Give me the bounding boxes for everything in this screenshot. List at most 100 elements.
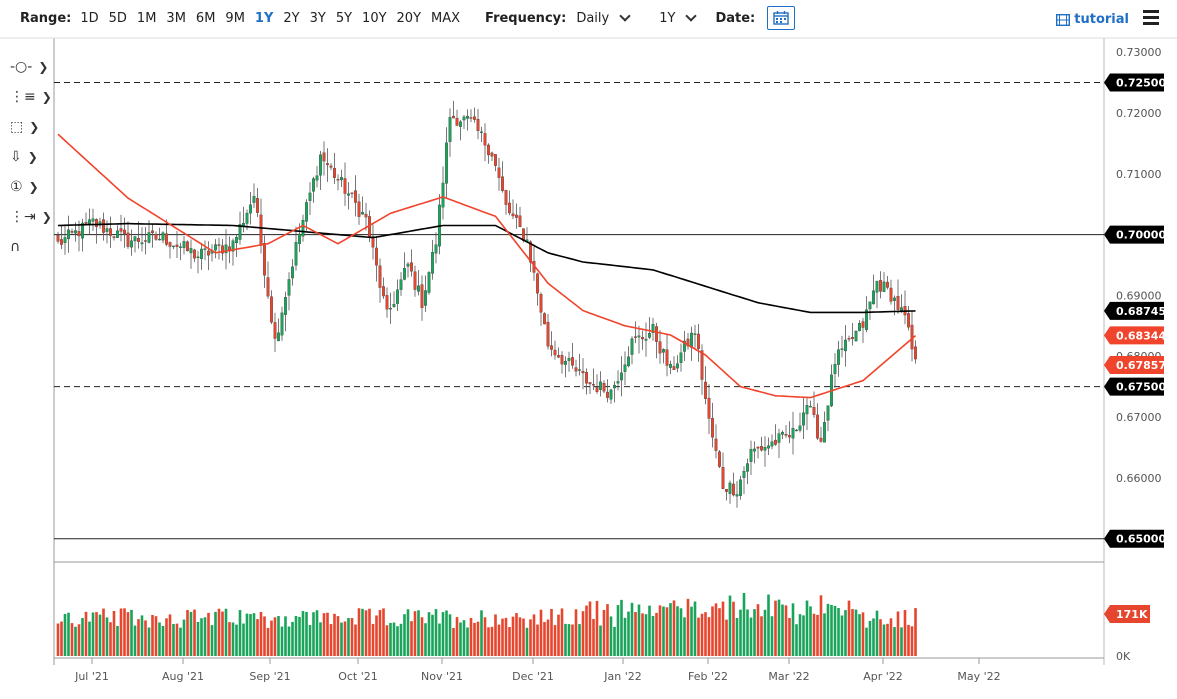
range-button-9m[interactable]: 9M (225, 10, 245, 26)
volume-bar (448, 614, 452, 656)
candle-body (112, 236, 116, 238)
range-button-1m[interactable]: 1M (136, 10, 157, 26)
candle-body (630, 338, 634, 355)
candle-body (161, 232, 165, 241)
candle-body (616, 381, 620, 384)
volume-bar (375, 615, 378, 656)
period-dropdown[interactable]: 1Y (659, 10, 698, 26)
candle (697, 323, 700, 362)
annotation-tool-button[interactable]: ① ❯ (10, 172, 50, 202)
shape-tool-button[interactable]: ⬚ ❯ (10, 112, 50, 142)
volume-bar (284, 616, 287, 656)
volume-bar (151, 614, 154, 656)
candle (151, 223, 154, 248)
tutorial-link[interactable]: tutorial (1056, 12, 1129, 27)
price-tag-label: 0.65000 (1116, 533, 1166, 546)
range-button-10y[interactable]: 10Y (362, 10, 387, 26)
candle-body (767, 445, 770, 449)
candle (483, 123, 487, 162)
magnet-icon: ∩ (10, 239, 21, 255)
volume-zero-label: 0K (1116, 650, 1131, 663)
candle-body (858, 323, 861, 332)
range-button-max[interactable]: MAX (431, 10, 461, 26)
magnet-tool-button[interactable]: ∩ (10, 232, 50, 262)
range-button-2y[interactable]: 2Y (283, 10, 300, 26)
hamburger-menu-icon[interactable] (1143, 10, 1159, 28)
candle (221, 238, 224, 261)
candle-body (550, 345, 553, 350)
volume-bar (291, 621, 294, 656)
range-button-5y[interactable]: 5Y (335, 10, 353, 26)
arrow-tool-button[interactable]: ⇩ ❯ (10, 142, 50, 172)
volume-bar (91, 612, 95, 656)
candle-body (98, 221, 102, 226)
candle-body (217, 244, 221, 246)
x-tick-label: May '22 (957, 670, 1000, 683)
volume-bar (609, 616, 613, 656)
price-tag-label: 0.67857 (1116, 359, 1166, 372)
candle-body (473, 116, 476, 120)
candle (336, 174, 340, 191)
volume-bar (676, 606, 679, 656)
candle (560, 351, 564, 374)
volume-bar (900, 627, 903, 656)
candle-body (840, 348, 844, 350)
volume-bar (837, 608, 840, 656)
candle-body (172, 245, 175, 248)
volume-bar (270, 620, 273, 656)
range-button-3m[interactable]: 3M (166, 10, 186, 26)
candle (858, 320, 861, 332)
candle-body (588, 382, 592, 385)
calendar-button[interactable] (767, 6, 796, 30)
volume-bar (329, 624, 333, 656)
candle (441, 166, 445, 220)
fib-tool-button[interactable]: ⋮≡ ❯ (10, 82, 52, 112)
candle (455, 109, 459, 127)
line-tool-button[interactable]: -○- ❯ (10, 52, 50, 82)
range-button-1d[interactable]: 1D (80, 10, 99, 26)
volume-bar (371, 623, 375, 656)
candle-body (886, 281, 889, 288)
ma200-line (57, 222, 916, 314)
range-button-3y[interactable]: 3Y (309, 10, 326, 26)
frequency-dropdown[interactable]: Daily (576, 10, 631, 26)
candle-body (284, 297, 287, 315)
range-button-6m[interactable]: 6M (195, 10, 216, 26)
candle-body (340, 177, 343, 181)
candle-body (469, 117, 473, 119)
volume-bar (735, 617, 739, 656)
number-circle-icon: ① (10, 179, 23, 195)
candle-body (802, 412, 805, 426)
volume-bar (459, 622, 462, 656)
candle (494, 154, 497, 172)
candle-body (581, 371, 585, 374)
arrow-down-icon: ⇩ (10, 149, 22, 165)
candle (256, 188, 259, 218)
range-button-20y[interactable]: 20Y (396, 10, 422, 26)
volume-bar (123, 608, 126, 656)
candle (466, 109, 469, 131)
candle (879, 271, 882, 299)
candle-body (854, 331, 858, 342)
range-button-5d[interactable]: 5D (108, 10, 127, 26)
candle (564, 356, 567, 378)
volume-bar (147, 627, 151, 656)
volume-bar (840, 615, 844, 656)
volume-bar (732, 601, 735, 656)
candle (266, 261, 270, 299)
candle (819, 426, 823, 443)
candle-body (336, 178, 340, 181)
volume-bar (378, 610, 382, 656)
candle-body (704, 381, 707, 399)
candle-body (609, 389, 613, 400)
volume-bar (119, 608, 123, 656)
candle-body (371, 236, 375, 248)
candle-body (207, 250, 210, 256)
candle-body (564, 361, 567, 365)
candle-body (620, 372, 623, 381)
volume-bar (294, 615, 298, 656)
range-button-1y[interactable]: 1Y (254, 10, 274, 26)
candle-body (158, 238, 161, 241)
measure-tool-button[interactable]: ⋮⇥ ❯ (10, 202, 52, 232)
